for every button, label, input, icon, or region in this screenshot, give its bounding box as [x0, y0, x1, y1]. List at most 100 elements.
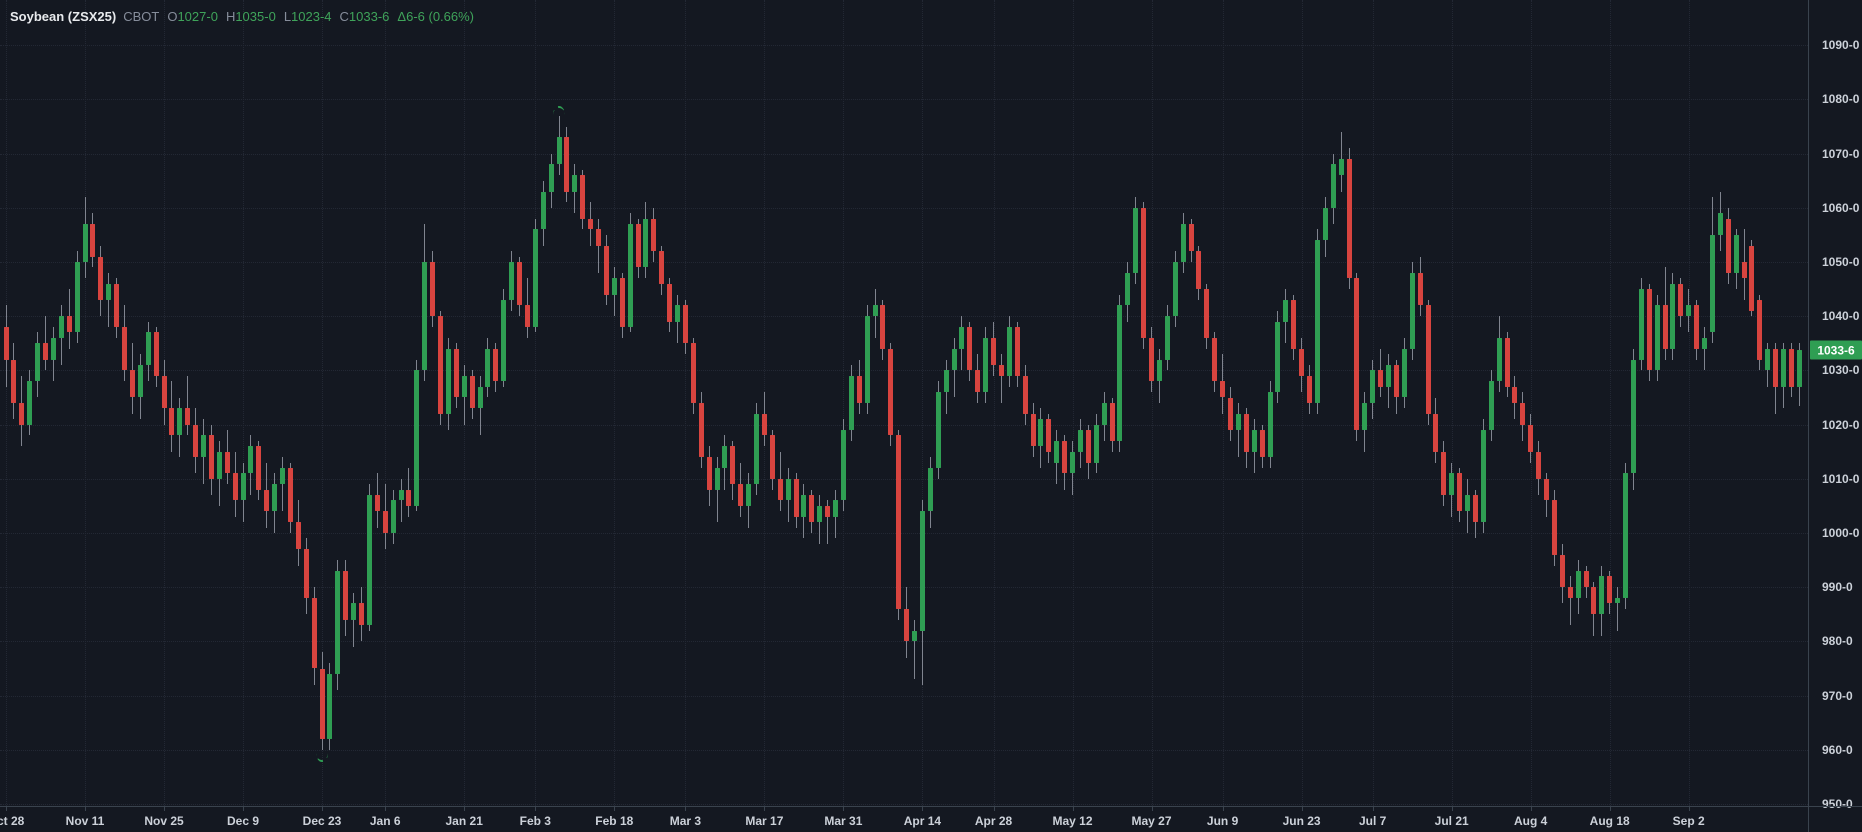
candle-body	[335, 570, 341, 674]
date-gridline	[1372, 0, 1374, 806]
candle-body	[66, 316, 72, 333]
candle-body	[264, 489, 270, 512]
candle-body	[1425, 305, 1431, 414]
candle-wick	[353, 592, 355, 647]
candle-body	[232, 473, 238, 501]
price-tick-label: 1010-0	[1822, 471, 1860, 486]
date-tick-mark	[993, 807, 995, 811]
candle-body	[1314, 240, 1320, 403]
date-gridline	[843, 0, 845, 806]
candle-body	[817, 505, 823, 523]
candle-body	[50, 337, 56, 360]
candle-body	[1006, 327, 1012, 376]
candle-body	[912, 630, 917, 642]
candle-body	[848, 375, 854, 430]
candle-body	[603, 245, 609, 295]
candle-body	[1164, 316, 1170, 360]
candle-body	[888, 348, 894, 436]
candle-body	[1259, 430, 1265, 458]
candle-body	[540, 191, 546, 230]
candle-body	[619, 278, 625, 328]
date-gridline	[243, 0, 244, 806]
price-tick-label: 1030-0	[1822, 363, 1860, 378]
candle-body	[659, 251, 665, 284]
candle-body	[951, 348, 957, 371]
candle-body	[872, 305, 878, 317]
candle-body	[927, 467, 933, 512]
candle-wick	[187, 375, 189, 436]
candle-body	[1773, 348, 1779, 387]
candle-body	[1480, 430, 1486, 523]
candle-body	[667, 283, 673, 322]
price-tick-label: 1060-0	[1822, 200, 1860, 215]
date-tick-mark	[1301, 807, 1303, 811]
date-tick-mark	[1151, 807, 1153, 811]
symbol-name[interactable]: Soybean (ZSX25)	[10, 9, 117, 24]
candle-body	[1109, 402, 1115, 441]
candle-wick	[1000, 354, 1002, 403]
price-gridline	[0, 641, 1808, 643]
candle-body	[106, 283, 112, 300]
candle-body	[1267, 392, 1273, 458]
candlestick-plot-area[interactable]	[0, 0, 1808, 806]
candle-body	[777, 478, 783, 501]
candle-body	[1299, 348, 1305, 376]
price-axis[interactable]: 1033-6 950-0 960-0 970-0 980-0 990-0 1000-0 10…	[1808, 0, 1862, 811]
candle-body	[1662, 305, 1668, 349]
candle-body	[1370, 370, 1376, 403]
candle-body	[216, 451, 222, 479]
candle-body	[114, 283, 120, 328]
date-tick-mark	[1451, 807, 1453, 811]
price-gridline	[0, 695, 1808, 697]
date-gridline	[1072, 0, 1074, 806]
candle-body	[390, 500, 396, 533]
high-value: 1035-0	[235, 9, 276, 24]
date-tick-label: Feb 3	[519, 814, 551, 828]
date-tick-label: Jul 7	[1359, 814, 1387, 828]
high-label: H	[225, 9, 236, 24]
candle-body	[809, 495, 815, 523]
candle-body	[1354, 278, 1360, 430]
date-tick-mark	[385, 807, 387, 811]
low-value: 1023-4	[291, 9, 332, 24]
price-tick-label: 1020-0	[1822, 417, 1860, 432]
price-gridline	[0, 804, 1808, 805]
candle-body	[1694, 305, 1700, 349]
date-tick-mark	[1222, 807, 1224, 811]
candle-body	[422, 262, 428, 371]
price-gridline	[0, 262, 1808, 263]
candle-body	[959, 327, 965, 349]
date-tick-mark	[843, 807, 845, 811]
time-axis[interactable]: Oct 28 Nov 11 Nov 25 Dec 9 Dec 23 Jan 6 Jan 21…	[0, 806, 1808, 832]
date-tick-label: Dec 23	[302, 814, 342, 828]
candle-body	[675, 305, 680, 322]
date-tick-mark	[764, 807, 766, 811]
candle-body	[1449, 473, 1455, 496]
candle-body	[524, 305, 530, 328]
candle-body	[1196, 251, 1202, 290]
candle-body	[643, 218, 649, 268]
date-gridline	[922, 0, 924, 806]
candle-body	[153, 332, 159, 376]
candle-body	[1401, 348, 1407, 398]
candle-body	[366, 495, 372, 626]
date-gridline	[614, 0, 616, 806]
date-tick-mark	[535, 807, 537, 811]
candle-body	[1322, 207, 1328, 241]
candle-body	[1172, 262, 1178, 317]
candle-body	[1062, 440, 1068, 474]
candle-wick	[1237, 402, 1239, 458]
candle-body	[1188, 224, 1194, 252]
candle-body	[904, 608, 910, 642]
candle-body	[1788, 348, 1794, 387]
date-gridline	[1609, 0, 1611, 806]
candle-body	[1070, 451, 1075, 474]
candle-body	[287, 467, 293, 523]
candle-body	[256, 446, 262, 490]
price-gridline	[0, 587, 1808, 589]
price-gridline	[0, 749, 1808, 751]
candle-body	[1141, 207, 1147, 338]
candle-body	[935, 392, 941, 468]
candle-body	[1346, 159, 1352, 279]
candle-body	[303, 549, 309, 599]
